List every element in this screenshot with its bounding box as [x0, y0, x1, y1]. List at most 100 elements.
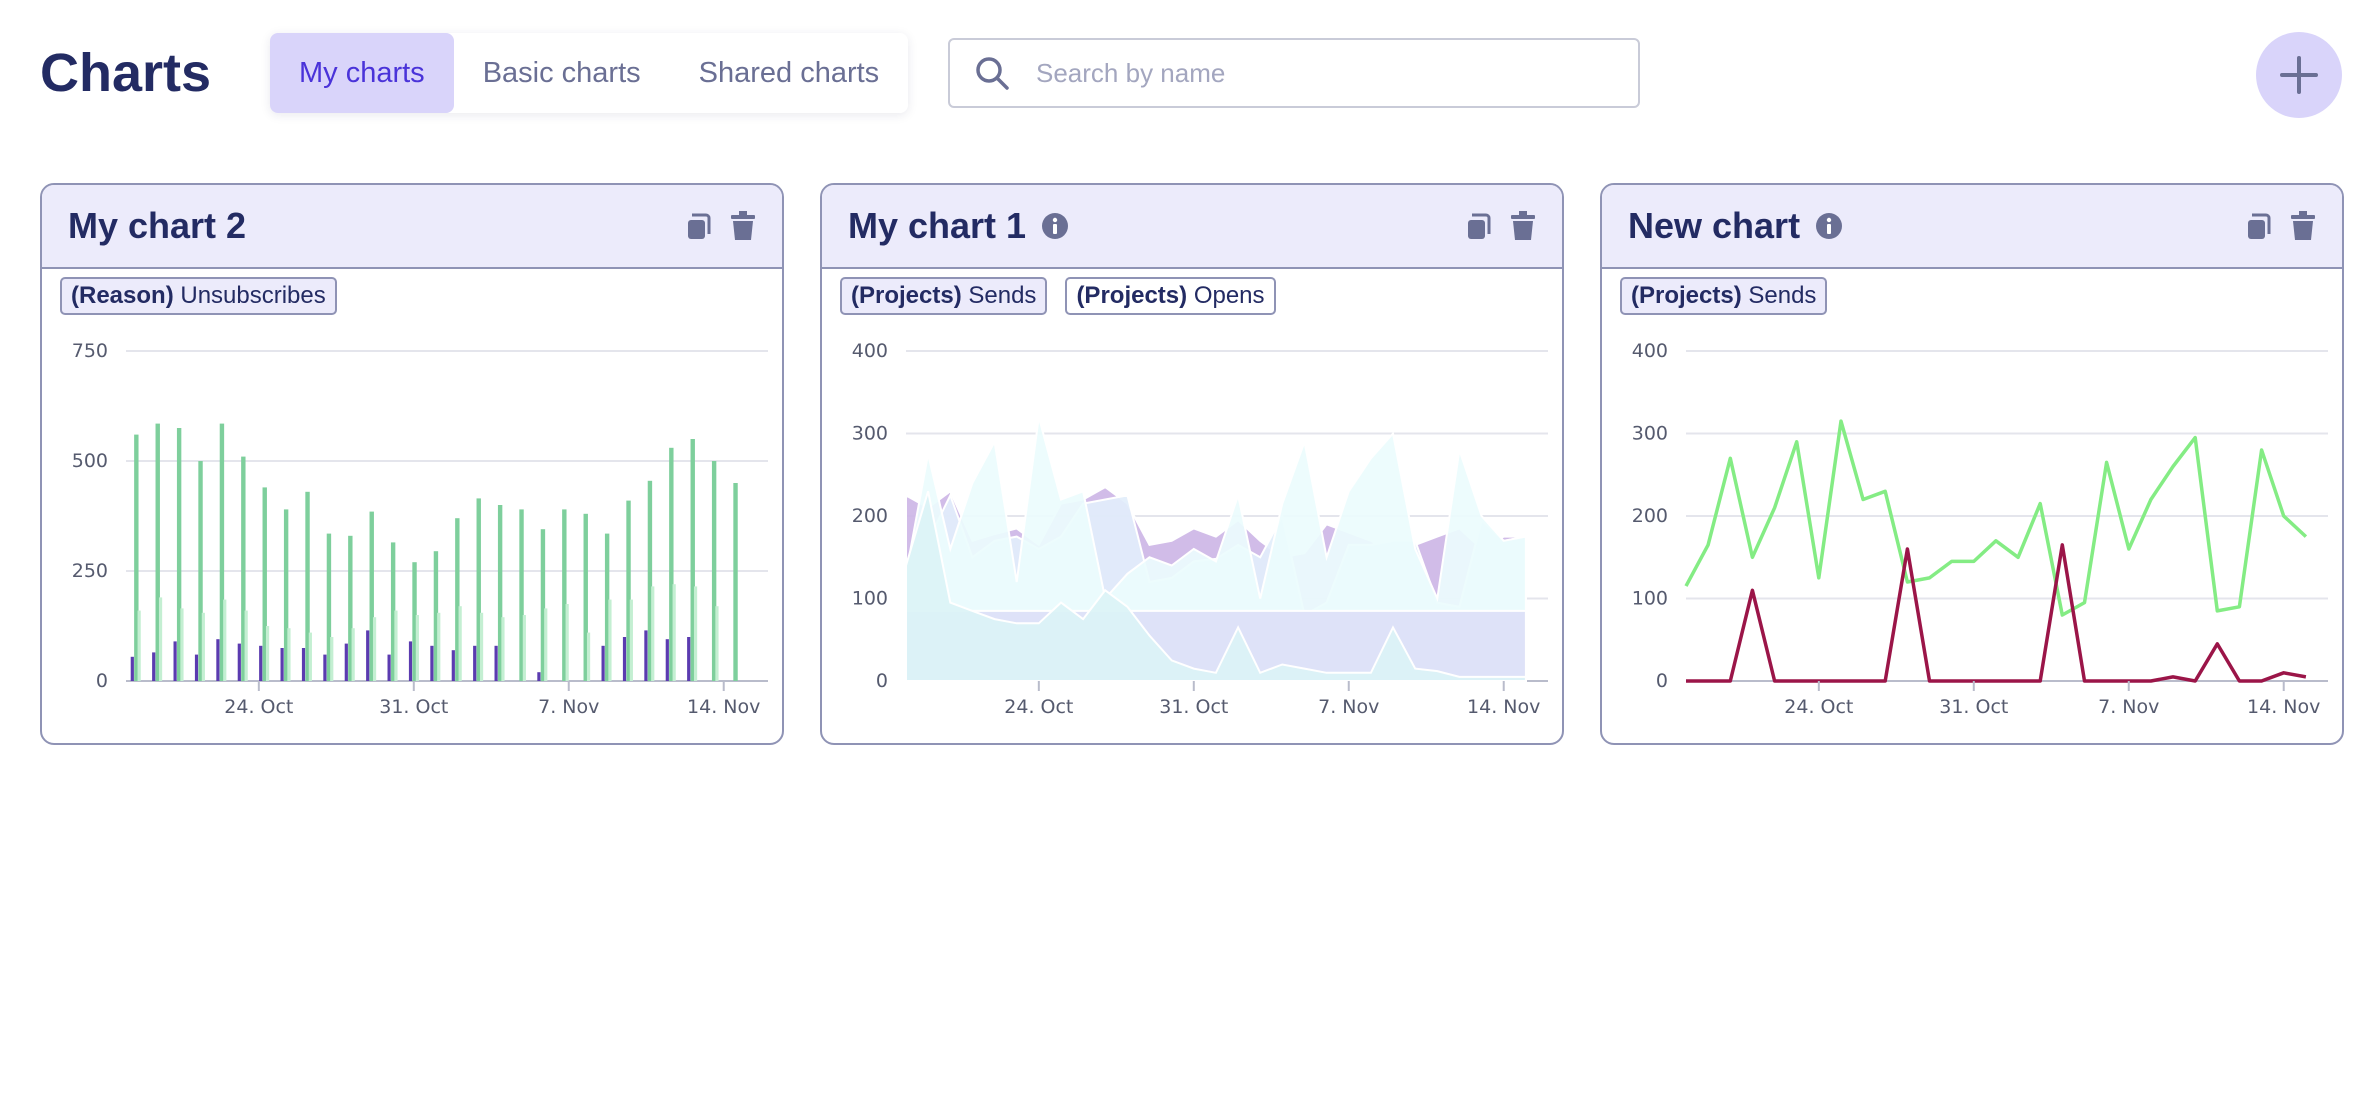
bar: [216, 639, 220, 681]
line-series: [1686, 543, 2307, 683]
bar: [152, 652, 156, 681]
area-series: [905, 609, 1527, 682]
bar: [455, 518, 460, 681]
bar: [134, 434, 139, 681]
bar: [672, 584, 676, 681]
bar: [219, 423, 225, 681]
bar: [283, 509, 289, 681]
info-icon[interactable]: [1040, 211, 1070, 241]
x-tick-label: 14. Nov: [2247, 696, 2320, 718]
y-tick-label: 100: [1632, 588, 1668, 610]
tag-key: (Projects): [1076, 282, 1188, 309]
bar: [158, 597, 163, 681]
delete-button[interactable]: [728, 209, 758, 243]
delete-button[interactable]: [1508, 209, 1538, 243]
bar: [344, 643, 348, 681]
bar: [173, 641, 177, 681]
bar: [644, 630, 648, 681]
bar: [415, 615, 419, 681]
bar: [223, 599, 227, 681]
tag-value: Unsubscribes: [180, 282, 326, 309]
bar: [348, 535, 353, 681]
chart-tabs: My charts Basic charts Shared charts: [270, 33, 909, 113]
x-tick-label: 31. Oct: [1939, 696, 2008, 718]
duplicate-button[interactable]: [1464, 209, 1494, 243]
x-tick-label: 14. Nov: [1467, 696, 1540, 718]
filter-tag[interactable]: (Projects) Opens: [1065, 277, 1276, 315]
bar: [390, 542, 396, 681]
chart-card[interactable]: New chart (Projects) Sends 0 100 200 300 400…: [1600, 183, 2344, 745]
bar: [330, 637, 334, 681]
bar: [519, 509, 524, 681]
bar: [237, 643, 241, 681]
bar: [690, 439, 695, 681]
bar: [544, 608, 548, 681]
bar: [626, 500, 631, 681]
bar: [715, 606, 719, 681]
bar: [244, 610, 248, 681]
bar: [194, 654, 199, 681]
search-input[interactable]: [1034, 42, 1638, 104]
trash-icon: [731, 211, 755, 241]
bar: [665, 639, 669, 681]
bar: [366, 630, 370, 681]
bar: [201, 612, 205, 681]
delete-button[interactable]: [2288, 209, 2318, 243]
chart-card[interactable]: My chart 2 (Reason) Unsubscribes 0 250 500…: [40, 183, 784, 745]
filter-tag[interactable]: (Reason) Unsubscribes: [60, 277, 337, 315]
x-tick-label: 7. Nov: [538, 696, 599, 718]
filter-tag[interactable]: (Projects) Sends: [1620, 277, 1828, 315]
bar: [565, 604, 569, 681]
area-series: [905, 492, 1527, 682]
bar: [537, 672, 541, 681]
bar: [479, 612, 484, 681]
card-title: My chart 1: [848, 205, 1027, 246]
duplicate-button[interactable]: [684, 209, 714, 243]
bar: [372, 617, 377, 681]
x-tick-label: 24. Oct: [224, 696, 293, 718]
tag-value: Sends: [1748, 282, 1817, 309]
info-icon[interactable]: [1814, 211, 1844, 241]
bar: [458, 606, 462, 681]
bar: [586, 632, 591, 681]
bar: [604, 533, 610, 681]
bar: [711, 461, 717, 681]
x-tick-label: 24. Oct: [1004, 696, 1073, 718]
bar: [408, 641, 413, 681]
bar: [497, 505, 503, 681]
page-title: Charts: [40, 43, 212, 103]
bar: [265, 626, 270, 681]
area-series: [905, 416, 1527, 682]
y-tick-label: 750: [72, 340, 108, 362]
filter-tag[interactable]: (Projects) Sends: [840, 277, 1048, 315]
bar: [433, 551, 439, 681]
trash-icon: [1511, 211, 1535, 241]
x-tick-label: 7. Nov: [1318, 696, 1379, 718]
line-series: [1684, 419, 2308, 617]
area-series: [905, 491, 1527, 682]
tab-my-charts[interactable]: My charts: [270, 33, 454, 113]
tag-key: (Projects): [851, 282, 962, 309]
bar: [669, 447, 674, 681]
y-tick-label: 300: [1632, 423, 1668, 445]
bar: [629, 599, 633, 681]
x-tick-label: 24. Oct: [1784, 696, 1853, 718]
bar: [651, 586, 655, 681]
add-chart-button[interactable]: [2256, 32, 2342, 118]
x-tick-label: 14. Nov: [687, 696, 760, 718]
copy-icon: [1466, 212, 1492, 240]
bar: [473, 645, 477, 681]
bar: [176, 428, 182, 681]
bar: [501, 617, 505, 681]
bar: [369, 511, 374, 681]
bar: [351, 628, 355, 681]
bar: [733, 483, 738, 681]
y-tick-label: 400: [852, 340, 888, 362]
bar: [305, 491, 310, 681]
bar: [301, 648, 306, 681]
chart-card[interactable]: My chart 1 (Projects) Sends (Projects) O…: [820, 183, 1564, 745]
bar: [430, 645, 434, 681]
tab-shared-charts[interactable]: Shared charts: [698, 56, 880, 89]
tab-basic-charts[interactable]: Basic charts: [482, 56, 641, 89]
duplicate-button[interactable]: [2244, 209, 2274, 243]
